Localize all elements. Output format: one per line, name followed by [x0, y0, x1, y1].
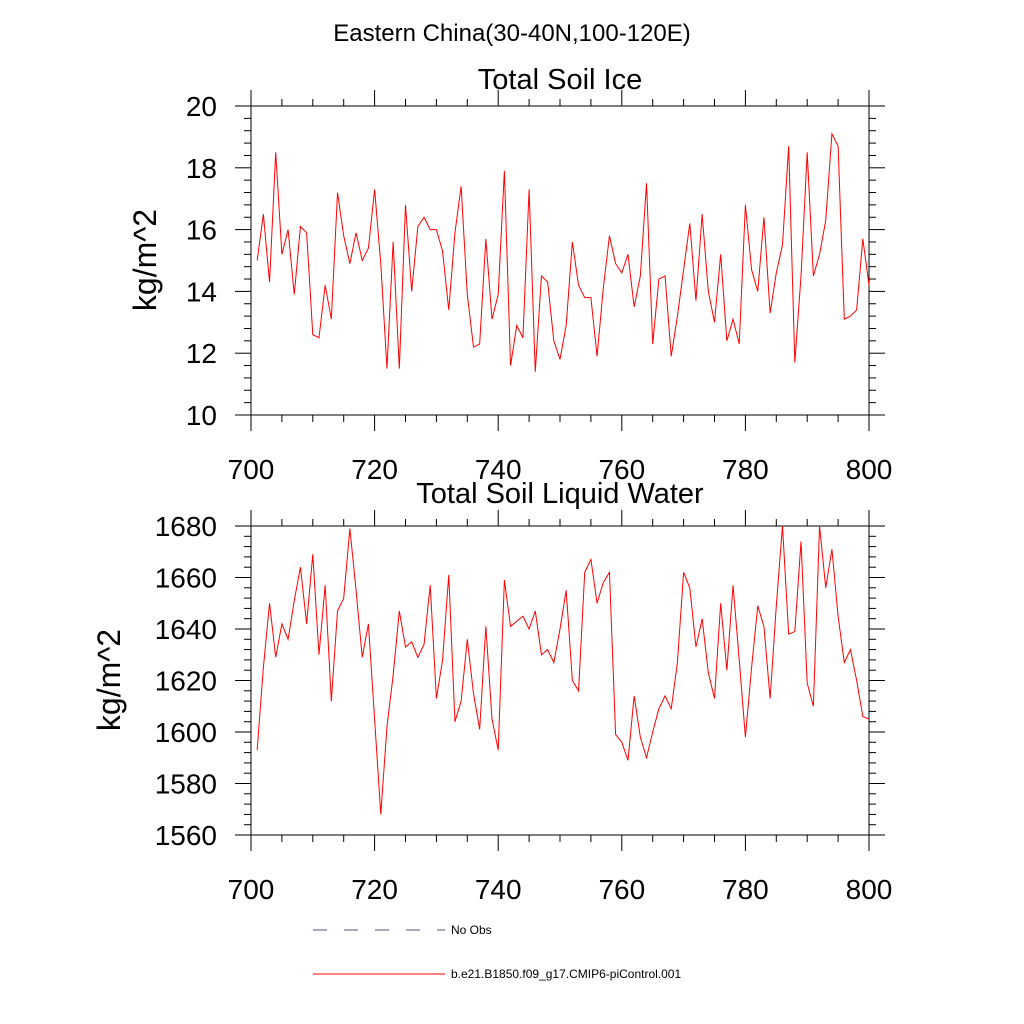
panel-title: Total Soil Ice	[478, 64, 642, 96]
x-tick-label: 780	[722, 874, 769, 905]
legend-label-model-run: b.e21.B1850.f09_g17.CMIP6-piControl.001	[451, 967, 681, 981]
y-tick-label: 10	[186, 400, 217, 431]
y-tick-label: 1660	[155, 563, 217, 594]
axis-ticks	[235, 90, 885, 431]
y-axis-tick-labels: 1560 1580 1600 1620 1640 1660 1680	[155, 511, 217, 851]
legend: No Obs b.e21.B1850.f09_g17.CMIP6-piContr…	[313, 923, 681, 981]
y-tick-label: 18	[186, 153, 217, 184]
x-tick-label: 780	[722, 454, 769, 485]
series-line	[256, 131, 870, 372]
x-tick-label: 700	[228, 874, 275, 905]
x-tick-label: 760	[598, 454, 645, 485]
panel-total-soil-ice: Total Soil Ice 700 720 740 760 780 800 10 12 14…	[127, 64, 892, 485]
y-tick-label: 1640	[155, 614, 217, 645]
x-axis-tick-labels: 700 720 740 760 780 800	[228, 874, 893, 905]
y-tick-label: 16	[186, 215, 217, 246]
y-axis-label: kg/m^2	[91, 629, 127, 731]
axis-ticks	[235, 510, 885, 851]
y-tick-label: 1680	[155, 511, 217, 542]
panel-title: Total Soil Liquid Water	[416, 478, 704, 510]
figure-title: Eastern China(30-40N,100-120E)	[333, 20, 691, 47]
x-tick-label: 720	[351, 874, 398, 905]
y-tick-label: 12	[186, 338, 217, 369]
x-tick-label: 700	[228, 454, 275, 485]
y-axis-label: kg/m^2	[127, 209, 163, 311]
x-axis-tick-labels: 700 720 740 760 780 800	[228, 454, 893, 485]
x-tick-label: 760	[598, 874, 645, 905]
y-tick-label: 1560	[155, 820, 217, 851]
x-tick-label: 740	[475, 874, 522, 905]
series-layer	[256, 131, 870, 372]
y-tick-label: 20	[186, 91, 217, 122]
y-tick-label: 14	[186, 276, 217, 307]
plot-frame	[250, 525, 870, 836]
series-line	[256, 525, 870, 815]
x-tick-label: 740	[475, 454, 522, 485]
x-tick-label: 800	[846, 874, 893, 905]
y-tick-label: 1600	[155, 717, 217, 748]
legend-label-no-obs: No Obs	[451, 923, 492, 937]
y-axis-tick-labels: 10 12 14 16 18 20	[186, 91, 217, 431]
plot-frame	[250, 105, 870, 416]
y-tick-label: 1620	[155, 666, 217, 697]
panel-total-soil-liquid-water: Total Soil Liquid Water 700 720 740 760 780 8…	[91, 478, 892, 905]
x-tick-label: 800	[846, 454, 893, 485]
y-tick-label: 1580	[155, 769, 217, 800]
x-tick-label: 720	[351, 454, 398, 485]
series-layer	[256, 525, 870, 815]
